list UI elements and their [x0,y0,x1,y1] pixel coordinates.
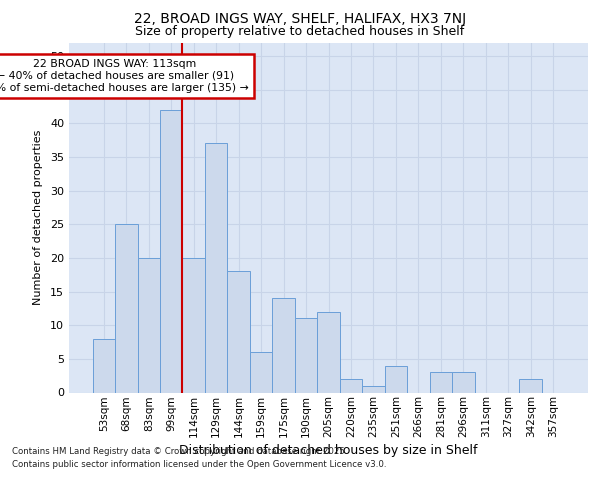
Bar [520,379,542,392]
Bar [137,258,160,392]
Bar [385,366,407,392]
Bar [452,372,475,392]
Bar [317,312,340,392]
Bar [92,338,115,392]
Text: Contains public sector information licensed under the Open Government Licence v3: Contains public sector information licen… [12,460,386,469]
Text: Contains HM Land Registry data © Crown copyright and database right 2025.: Contains HM Land Registry data © Crown c… [12,448,347,456]
Bar [430,372,452,392]
Text: 22 BROAD INGS WAY: 113sqm
← 40% of detached houses are smaller (91)
59% of semi-: 22 BROAD INGS WAY: 113sqm ← 40% of detac… [0,60,248,92]
Bar [160,110,182,393]
Text: Size of property relative to detached houses in Shelf: Size of property relative to detached ho… [136,25,464,38]
Bar [340,379,362,392]
Bar [295,318,317,392]
Bar [362,386,385,392]
Bar [115,224,137,392]
Bar [272,298,295,392]
Bar [227,272,250,392]
Y-axis label: Number of detached properties: Number of detached properties [33,130,43,305]
Bar [205,144,227,392]
Bar [250,352,272,393]
Text: 22, BROAD INGS WAY, SHELF, HALIFAX, HX3 7NJ: 22, BROAD INGS WAY, SHELF, HALIFAX, HX3 … [134,12,466,26]
X-axis label: Distribution of detached houses by size in Shelf: Distribution of detached houses by size … [179,444,478,458]
Bar [182,258,205,392]
